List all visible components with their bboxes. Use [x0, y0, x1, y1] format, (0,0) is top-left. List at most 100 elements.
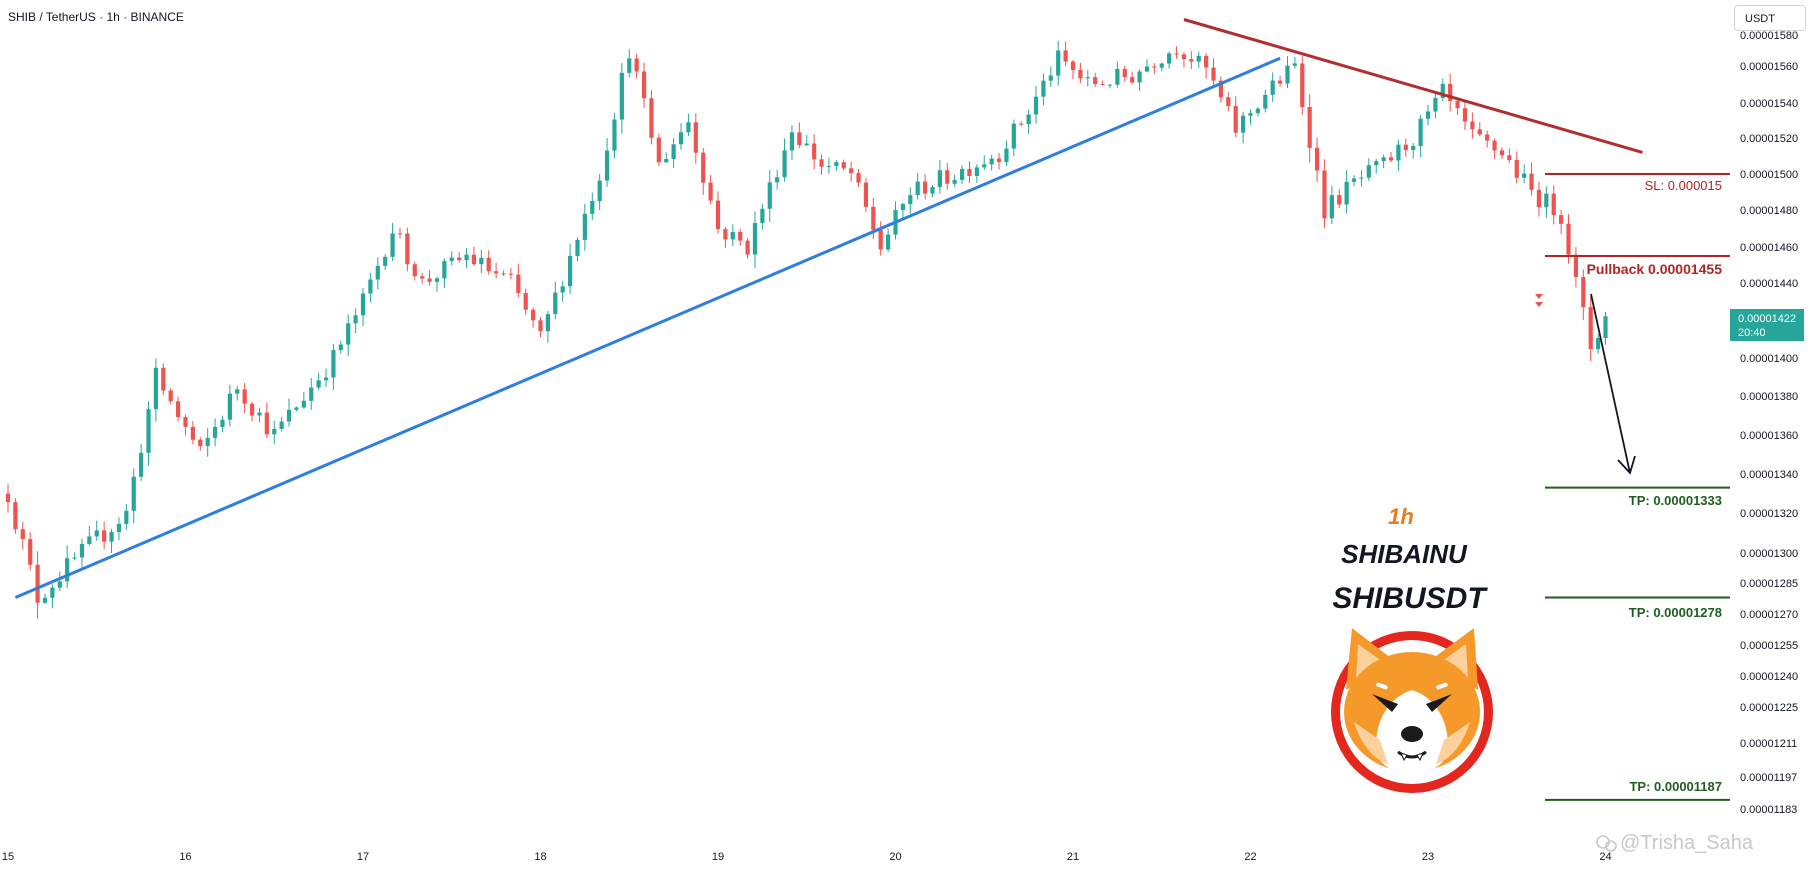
currency-button[interactable]: USDT: [1734, 5, 1806, 31]
x-tick-label: 20: [889, 851, 901, 863]
candle-body: [1004, 148, 1009, 163]
y-tick-label: 0.00001240: [1740, 671, 1798, 683]
time-axis[interactable]: 15 16 17 18 19 20 21 22 23 24: [2, 851, 1612, 863]
candle-body: [937, 170, 942, 188]
y-tick-label: 0.00001255: [1740, 640, 1798, 652]
candle-body: [116, 523, 122, 532]
candle-body: [87, 536, 92, 544]
candle-body: [538, 320, 543, 332]
candle-body: [582, 213, 587, 240]
forecast-arrow: [1590, 293, 1636, 475]
candle-body: [1048, 75, 1053, 81]
candle-body: [294, 407, 299, 410]
candle-body: [390, 233, 395, 257]
candle-body: [20, 529, 25, 540]
candle-body: [471, 254, 477, 265]
candle-body: [102, 530, 107, 542]
y-tick-label: 0.00001380: [1740, 391, 1798, 403]
shiba-inu-logo: [1331, 628, 1493, 793]
y-tick-label: 0.00001211: [1740, 738, 1797, 750]
candle-body: [264, 412, 269, 435]
candle-body: [72, 557, 77, 559]
candle-body: [124, 510, 129, 524]
candle-body: [1196, 55, 1201, 62]
candle-body: [878, 229, 883, 250]
candle-body: [212, 426, 218, 438]
y-tick-label: 0.00001560: [1740, 61, 1798, 73]
candle-body: [930, 187, 935, 194]
candle-body: [1152, 66, 1157, 68]
y-tick-label: 0.00001340: [1740, 469, 1798, 481]
candle-body: [708, 182, 713, 201]
y-tick-label: 0.00001480: [1740, 205, 1798, 217]
candle-body: [671, 144, 676, 159]
candle-body: [323, 377, 329, 381]
y-tick-label: 0.00001460: [1740, 242, 1798, 254]
timeframe-label: 1h: [1388, 504, 1414, 529]
candle-body: [1314, 147, 1320, 171]
x-tick-label: 15: [2, 851, 14, 863]
candle-body: [1181, 54, 1187, 60]
candle-body: [1115, 68, 1120, 85]
candle-body: [434, 278, 440, 282]
candle-body: [982, 164, 987, 168]
x-tick-label: 21: [1067, 851, 1079, 863]
candle-body: [767, 182, 772, 209]
candle-body: [1411, 145, 1416, 150]
resistance-trendline[interactable]: [1183, 18, 1643, 154]
candle-body: [94, 530, 99, 537]
candle-body: [1566, 223, 1571, 255]
candle-body: [161, 367, 166, 391]
candle-body: [1019, 123, 1024, 125]
x-tick-label: 22: [1244, 851, 1256, 863]
candle-body: [1093, 77, 1098, 85]
candle-body: [353, 315, 358, 324]
candle-body: [405, 233, 410, 265]
candle-body: [1241, 115, 1246, 133]
y-tick-label: 0.00001300: [1740, 548, 1798, 560]
candle-body: [723, 229, 728, 240]
candle-body: [286, 409, 292, 422]
candle-body: [190, 426, 195, 440]
candles-group: [5, 40, 1608, 619]
candle-body: [153, 367, 159, 410]
levels-group: [1545, 173, 1730, 801]
support-trendline[interactable]: [14, 56, 1281, 599]
y-tick-label: 0.00001360: [1740, 430, 1798, 442]
candle-body: [701, 152, 706, 183]
alert-marker-icon: [1535, 302, 1543, 307]
candle-body: [1255, 108, 1260, 114]
candle-body: [649, 98, 654, 138]
candle-body: [1270, 80, 1275, 95]
candle-body: [1204, 55, 1209, 68]
candle-body: [812, 143, 817, 160]
candle-body: [1588, 307, 1593, 350]
candle-body: [1559, 215, 1564, 224]
candle-body: [35, 564, 40, 603]
candle-body: [612, 119, 617, 151]
candle-body: [760, 208, 765, 224]
candle-body: [198, 439, 203, 447]
candle-body: [1078, 69, 1083, 79]
candle-body: [834, 162, 839, 167]
candle-body: [730, 232, 735, 240]
candle-body: [257, 412, 262, 416]
y-tick-label: 0.00001285: [1740, 578, 1798, 590]
y-tick-label: 0.00001540: [1740, 98, 1798, 110]
pullback-label: Pullback 0.00001455: [1587, 261, 1723, 277]
candle-body: [1403, 144, 1408, 150]
candle-body: [235, 389, 240, 394]
candle-body: [1026, 114, 1031, 125]
candle-body: [1285, 65, 1290, 84]
candle-body: [420, 276, 425, 279]
y-tick-label: 0.00001225: [1740, 702, 1798, 714]
candle-body: [1167, 53, 1172, 64]
candle-body: [560, 286, 565, 293]
price-axis[interactable]: 0.00001580 0.00001560 0.00001540 0.00001520…: [1740, 30, 1798, 816]
candle-body: [1307, 107, 1312, 148]
y-tick-label: 0.00001580: [1740, 30, 1798, 42]
candle-body: [782, 150, 787, 178]
candle-body: [1144, 66, 1150, 72]
